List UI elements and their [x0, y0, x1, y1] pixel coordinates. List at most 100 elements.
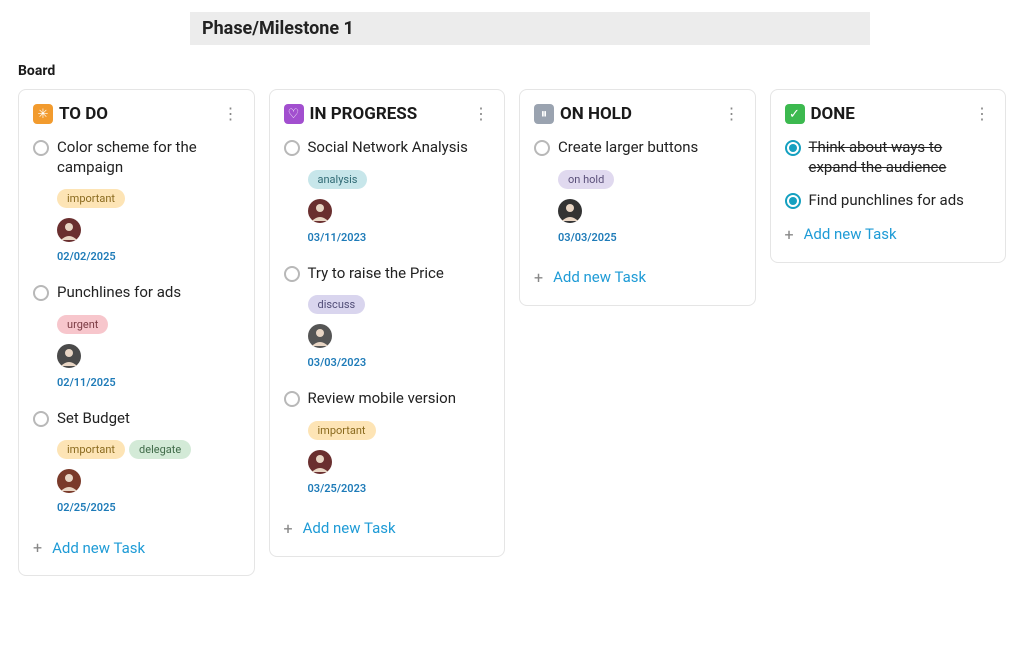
task-complete-radio[interactable]	[785, 140, 801, 156]
column-header: ✓ DONE⋮	[785, 104, 992, 124]
task-due-date[interactable]: 03/11/2023	[308, 231, 491, 244]
task-tag[interactable]: important	[308, 421, 376, 440]
task-tags: on hold	[558, 168, 741, 189]
task-body: Set Budget importantdelegate 02/25/2025	[57, 409, 240, 529]
task-assignee-avatar[interactable]	[308, 450, 332, 474]
column-status-icon: ✳	[33, 104, 53, 124]
add-task-button[interactable]: + Add new Task	[284, 519, 491, 538]
task-tag[interactable]: analysis	[308, 170, 368, 189]
task-card[interactable]: Think about ways to expand the audience	[785, 138, 992, 177]
board-columns: ✳TO DO⋮Color scheme for the campaignimpo…	[18, 89, 1006, 576]
task-due-date[interactable]: 03/03/2023	[308, 356, 491, 369]
task-title: Review mobile version	[308, 389, 491, 409]
column-more-button[interactable]: ⋮	[472, 106, 490, 122]
column-inprogress: ♡ IN PROGRESS⋮ Social Network Analysis anal…	[269, 89, 506, 557]
task-assignee-avatar[interactable]	[558, 199, 582, 223]
task-tag[interactable]: on hold	[558, 170, 614, 189]
avatar-icon	[57, 218, 81, 242]
task-body: Social Network Analysis analysis 03/11/20…	[308, 138, 491, 258]
task-due-date[interactable]: 02/11/2025	[57, 376, 240, 389]
task-complete-radio[interactable]	[284, 266, 300, 282]
column-more-button[interactable]: ⋮	[222, 106, 240, 122]
task-complete-radio[interactable]	[284, 391, 300, 407]
task-assignee-avatar[interactable]	[57, 344, 81, 368]
task-tags: important	[57, 187, 240, 208]
task-complete-radio[interactable]	[33, 285, 49, 301]
plus-icon: +	[534, 268, 543, 287]
add-task-button[interactable]: + Add new Task	[33, 538, 240, 557]
task-title: Try to raise the Price	[308, 264, 491, 284]
task-body: Try to raise the Price discuss 03/03/2023	[308, 264, 491, 384]
column-status-icon: ✓	[785, 104, 805, 124]
column-title: IN PROGRESS	[310, 104, 473, 124]
task-body: Color scheme for the campaign important 0…	[57, 138, 240, 277]
task-tag[interactable]: urgent	[57, 315, 108, 334]
task-body: Review mobile version important 03/25/202…	[308, 389, 491, 509]
task-complete-radio[interactable]	[33, 140, 49, 156]
task-card[interactable]: Find punchlines for ads	[785, 191, 992, 211]
plus-icon: +	[33, 538, 42, 557]
column-more-button[interactable]: ⋮	[973, 106, 991, 122]
task-title: Find punchlines for ads	[809, 191, 964, 211]
task-title: Punchlines for ads	[57, 283, 240, 303]
column-done: ✓ DONE⋮ Think about ways to expand the aud…	[770, 89, 1007, 263]
task-body: Create larger buttons on hold 03/03/2025	[558, 138, 741, 258]
task-card[interactable]: Punchlines for ads urgent 02/11/2025	[33, 283, 240, 403]
task-card[interactable]: Set Budget importantdelegate 02/25/2025	[33, 409, 240, 529]
avatar-icon	[57, 344, 81, 368]
column-header: ✳ TO DO⋮	[33, 104, 240, 124]
column-title: DONE	[811, 104, 974, 124]
column-title: ON HOLD	[560, 104, 723, 124]
task-complete-radio[interactable]	[284, 140, 300, 156]
add-task-button[interactable]: +Add new Task	[785, 225, 992, 244]
column-title: TO DO	[59, 104, 222, 124]
task-due-date[interactable]: 02/25/2025	[57, 501, 240, 514]
task-due-date[interactable]: 03/25/2023	[308, 482, 491, 495]
task-tags: importantdelegate	[57, 438, 240, 459]
column-more-button[interactable]: ⋮	[723, 106, 741, 122]
avatar-icon	[308, 199, 332, 223]
phase-title: Phase/Milestone 1	[202, 18, 354, 39]
task-tags: analysis	[308, 168, 491, 189]
plus-icon: +	[284, 519, 293, 538]
task-complete-radio[interactable]	[33, 411, 49, 427]
phase-title-bar: Phase/Milestone 1	[190, 12, 870, 45]
column-header: ⏸ON HOLD⋮	[534, 104, 741, 124]
plus-icon: +	[785, 225, 794, 244]
task-card[interactable]: Create larger buttons on hold 03/03/2025	[534, 138, 741, 258]
avatar-icon	[558, 199, 582, 223]
task-tag[interactable]: delegate	[129, 440, 191, 459]
task-tags: discuss	[308, 293, 491, 314]
column-status-icon: ♡	[284, 104, 304, 124]
task-assignee-avatar[interactable]	[57, 469, 81, 493]
task-assignee-avatar[interactable]	[308, 324, 332, 348]
task-tags: urgent	[57, 313, 240, 334]
task-title: Set Budget	[57, 409, 240, 429]
task-title: Social Network Analysis	[308, 138, 491, 158]
task-title: Color scheme for the campaign	[57, 138, 240, 177]
task-assignee-avatar[interactable]	[57, 218, 81, 242]
add-task-label: Add new Task	[52, 539, 145, 557]
task-body: Punchlines for ads urgent 02/11/2025	[57, 283, 240, 403]
task-title: Create larger buttons	[558, 138, 741, 158]
task-tag[interactable]: important	[57, 440, 125, 459]
task-assignee-avatar[interactable]	[308, 199, 332, 223]
task-tag[interactable]: important	[57, 189, 125, 208]
avatar-icon	[308, 324, 332, 348]
add-task-button[interactable]: +Add new Task	[534, 268, 741, 287]
task-complete-radio[interactable]	[534, 140, 550, 156]
task-card[interactable]: Social Network Analysis analysis 03/11/20…	[284, 138, 491, 258]
task-card[interactable]: Color scheme for the campaign important 0…	[33, 138, 240, 277]
task-card[interactable]: Try to raise the Price discuss 03/03/2023	[284, 264, 491, 384]
task-card[interactable]: Review mobile version important 03/25/202…	[284, 389, 491, 509]
task-due-date[interactable]: 03/03/2025	[558, 231, 741, 244]
add-task-label: Add new Task	[303, 519, 396, 537]
task-complete-radio[interactable]	[785, 193, 801, 209]
task-due-date[interactable]: 02/02/2025	[57, 250, 240, 263]
task-tag[interactable]: discuss	[308, 295, 366, 314]
avatar-icon	[308, 450, 332, 474]
column-onhold: ⏸ON HOLD⋮ Create larger buttons on hold 03…	[519, 89, 756, 306]
avatar-icon	[57, 469, 81, 493]
column-header: ♡ IN PROGRESS⋮	[284, 104, 491, 124]
task-tags: important	[308, 419, 491, 440]
